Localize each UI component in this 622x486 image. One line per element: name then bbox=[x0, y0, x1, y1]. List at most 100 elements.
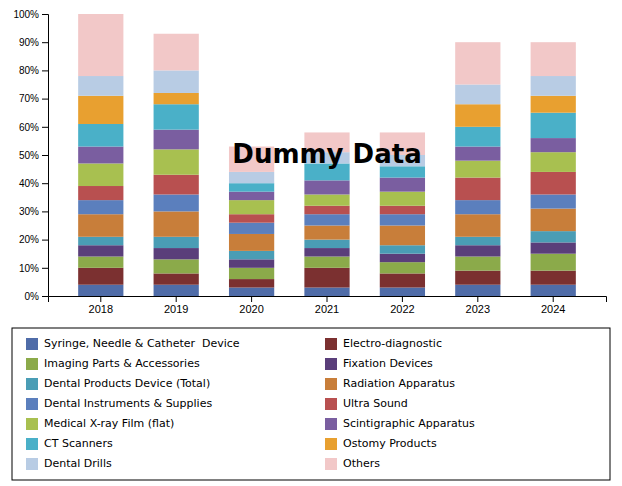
bar-segment bbox=[78, 257, 123, 268]
tick-label: 0% bbox=[25, 291, 40, 302]
legend-item: Dental Drills bbox=[26, 457, 112, 470]
bar-segment bbox=[154, 130, 199, 150]
tick-mark bbox=[42, 296, 48, 297]
legend-label: Dental Instruments & Supplies bbox=[44, 397, 212, 410]
bar-segment bbox=[304, 214, 349, 225]
tick: 90% bbox=[19, 37, 48, 48]
tick-label: 70% bbox=[19, 93, 39, 104]
bar-segment bbox=[78, 268, 123, 285]
bar-segment bbox=[154, 285, 199, 296]
bar-segment bbox=[154, 93, 199, 104]
legend-item: Syringe, Needle & Catheter Device bbox=[26, 337, 240, 350]
tick-mark bbox=[553, 296, 554, 302]
tick-label: 60% bbox=[19, 122, 39, 133]
tick-mark bbox=[42, 240, 48, 241]
tick: 2023 bbox=[466, 296, 490, 315]
bar-segment bbox=[304, 194, 349, 205]
tick-label: 10% bbox=[19, 263, 39, 274]
tick-mark bbox=[251, 296, 252, 302]
tick-label: 2023 bbox=[466, 303, 490, 315]
bar-segment bbox=[304, 206, 349, 214]
tick-mark bbox=[42, 155, 48, 156]
bar-segment bbox=[154, 104, 199, 129]
tick-label: 2019 bbox=[164, 303, 188, 315]
bar-segment bbox=[154, 175, 199, 195]
tick: 10% bbox=[19, 263, 48, 274]
legend-box bbox=[12, 328, 610, 480]
bar-segment bbox=[304, 226, 349, 240]
legend-label: Syringe, Needle & Catheter Device bbox=[44, 337, 240, 350]
axis-line bbox=[42, 15, 49, 297]
tick-mark bbox=[477, 296, 478, 302]
tick: 80% bbox=[19, 65, 48, 76]
legend-label: Dental Drills bbox=[44, 457, 112, 470]
bar-segment bbox=[78, 163, 123, 186]
bar-segment bbox=[455, 127, 500, 147]
legend-swatch bbox=[325, 438, 337, 450]
bar-segment bbox=[78, 124, 123, 147]
bar-segment bbox=[455, 161, 500, 178]
bar-segment bbox=[531, 254, 576, 271]
bar-segment bbox=[380, 206, 425, 214]
bars bbox=[78, 14, 576, 296]
annotation: Dummy Data bbox=[232, 139, 421, 169]
legend-item: Radiation Apparatus bbox=[325, 377, 455, 390]
bar-segment bbox=[455, 237, 500, 245]
bar-segment bbox=[229, 279, 274, 287]
tick-label: 30% bbox=[19, 206, 39, 217]
series bbox=[78, 254, 576, 279]
bar-segment bbox=[78, 245, 123, 256]
bar-segment bbox=[229, 259, 274, 267]
tick-mark bbox=[42, 268, 48, 269]
bar-segment bbox=[455, 200, 500, 214]
y-axis: 0%10%20%30%40%50%60%70%80%90%100% bbox=[13, 9, 48, 302]
bar-segment bbox=[455, 178, 500, 201]
tick: 60% bbox=[19, 122, 48, 133]
bar-segment bbox=[531, 96, 576, 113]
tick-label: 2021 bbox=[315, 303, 339, 315]
legend-swatch bbox=[26, 438, 38, 450]
series bbox=[78, 93, 576, 127]
legend-swatch bbox=[325, 358, 337, 370]
legend-item: Others bbox=[325, 457, 380, 470]
tick-label: 2020 bbox=[239, 303, 263, 315]
tick-label: 2022 bbox=[390, 303, 414, 315]
series bbox=[78, 70, 576, 183]
bar-segment bbox=[531, 42, 576, 76]
legend-label: Electro-diagnostic bbox=[343, 337, 442, 350]
plot: 0%10%20%30%40%50%60%70%80%90%100%2018201… bbox=[13, 9, 606, 315]
tick-label: 80% bbox=[19, 65, 39, 76]
bar-segment bbox=[455, 214, 500, 237]
bar-segment bbox=[154, 149, 199, 174]
legend-item: Dental Instruments & Supplies bbox=[26, 397, 212, 410]
bar-segment bbox=[78, 186, 123, 200]
legend-swatch bbox=[26, 418, 38, 430]
bar-segment bbox=[229, 183, 274, 191]
legend-swatch bbox=[325, 338, 337, 350]
bar-segment bbox=[78, 14, 123, 76]
bar-segment bbox=[154, 211, 199, 236]
tick-mark bbox=[42, 99, 48, 100]
legend-label: Scintigraphic Apparatus bbox=[343, 417, 475, 430]
tick-label: 90% bbox=[19, 37, 39, 48]
legend-item: Dental Products Device (Total) bbox=[26, 377, 210, 390]
x-axis: 2018201920202021202220232024 bbox=[49, 296, 607, 315]
legend-item: Ostomy Products bbox=[325, 437, 437, 450]
legend-item: Ultra Sound bbox=[325, 397, 408, 410]
legend-item: Scintigraphic Apparatus bbox=[325, 417, 475, 430]
legend-label: Ostomy Products bbox=[343, 437, 437, 450]
bar-segment bbox=[380, 288, 425, 296]
legend-label: Medical X-ray Film (flat) bbox=[44, 417, 174, 430]
tick-mark bbox=[42, 183, 48, 184]
bar-segment bbox=[531, 242, 576, 253]
bar-segment bbox=[78, 147, 123, 164]
tick-mark bbox=[176, 296, 177, 302]
bar-segment bbox=[380, 262, 425, 273]
tick: 20% bbox=[19, 234, 48, 245]
bar-segment bbox=[531, 271, 576, 285]
legend-label: Dental Products Device (Total) bbox=[44, 377, 210, 390]
tick-mark bbox=[402, 296, 403, 302]
bar-segment bbox=[304, 257, 349, 268]
legend: Syringe, Needle & Catheter Device Electro… bbox=[12, 328, 610, 480]
legend-swatch bbox=[26, 458, 38, 470]
